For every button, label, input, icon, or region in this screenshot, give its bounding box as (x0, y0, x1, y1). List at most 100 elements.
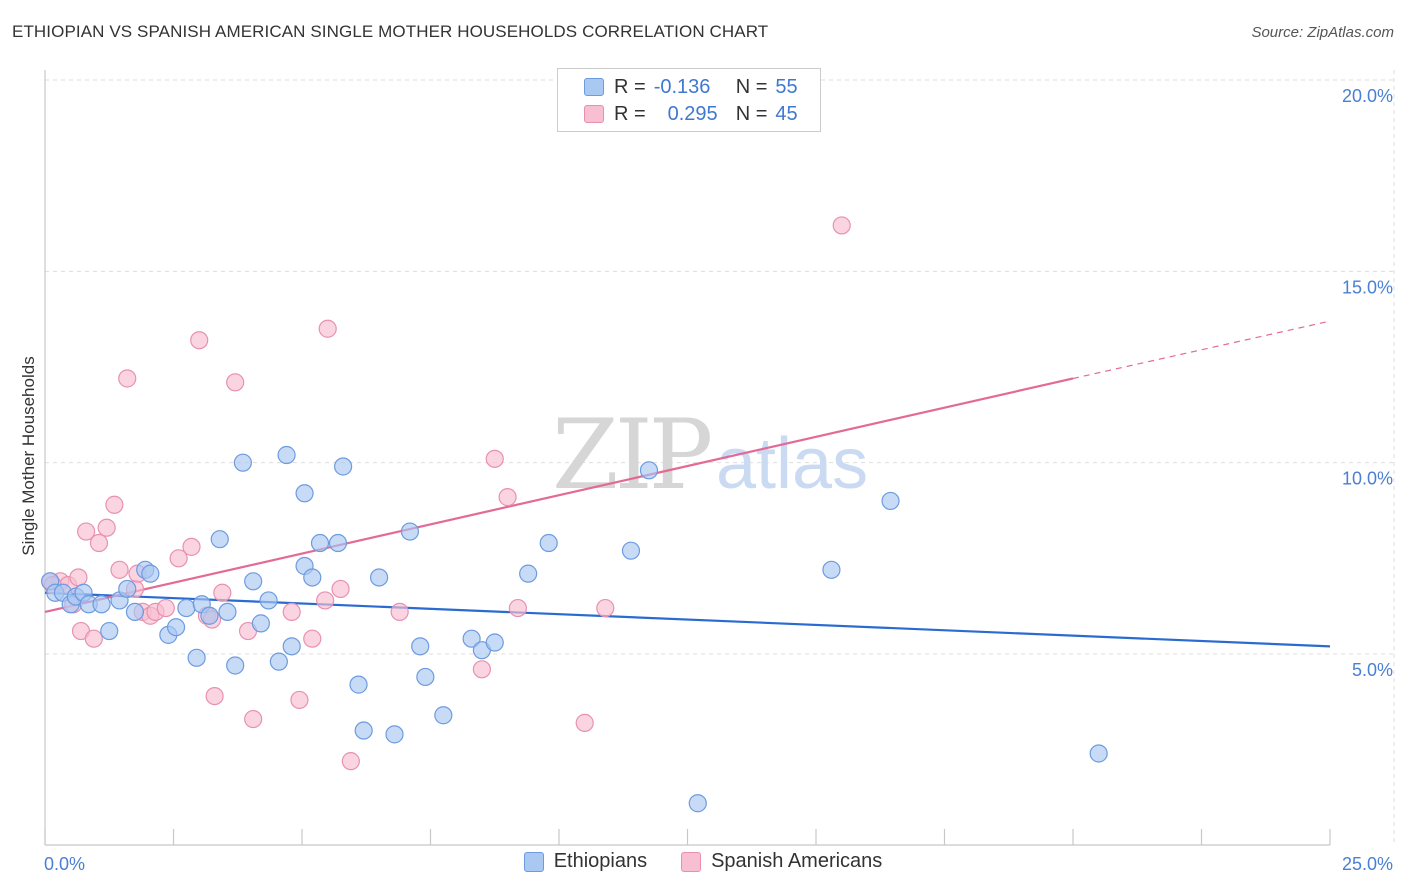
spanish-american-point (118, 369, 137, 388)
ethiopian-point (411, 637, 430, 656)
trend-line-ethiopians (44, 591, 1331, 648)
ethiopian-point (349, 675, 368, 694)
legend-n-label: N = (735, 102, 768, 125)
y-tick-label: 5.0% (1352, 660, 1393, 680)
spanish-american-point (156, 598, 175, 618)
spanish-american-point (282, 602, 301, 622)
ethiopian-point (282, 637, 301, 656)
spanish-american-point (105, 495, 124, 514)
ethiopian-point (233, 453, 252, 472)
spanish-american-point (303, 629, 322, 648)
spanish-american-point (226, 373, 245, 392)
series-swatch-spanish-americans (681, 851, 702, 872)
ethiopian-point (100, 621, 119, 641)
ethiopian-point (519, 564, 538, 583)
spanish-american-point (290, 690, 309, 710)
spanish-american-point (89, 533, 109, 553)
spanish-american-point (110, 560, 129, 579)
ethiopian-point (822, 560, 841, 579)
watermark-zip: ZIP (552, 399, 711, 511)
spanish-american-point (84, 629, 103, 648)
series-legend-ethiopians: Ethiopians (523, 850, 648, 873)
spanish-american-point (97, 518, 116, 537)
chart-title: ETHIOPIAN VS SPANISH AMERICAN SINGLE MOT… (12, 22, 769, 41)
ethiopian-point (141, 564, 160, 583)
spanish-american-point (331, 579, 350, 599)
spanish-american-point (318, 319, 337, 338)
spanish-american-point (213, 583, 232, 602)
ethiopian-point (328, 533, 348, 553)
legend-swatch-spanish-americans (584, 105, 604, 123)
watermark: ZIP atlas (552, 399, 868, 511)
ethiopian-point (539, 533, 558, 553)
spanish-american-point (182, 537, 201, 556)
spanish-american-point (498, 488, 517, 507)
ethiopian-point (166, 618, 186, 637)
spanish-american-point (485, 449, 504, 468)
series-legend: Ethiopians Spanish Americans (0, 850, 1406, 873)
spanish-american-point (169, 549, 188, 568)
trend-line-spanish-americans-extension (1072, 320, 1331, 380)
y-axis-title: Single Mother Households (19, 356, 38, 555)
spanish-american-point (472, 660, 491, 679)
legend-r-value: 0.295 (667, 102, 718, 125)
series-legend-spanish-americans: Spanish Americans (681, 850, 882, 873)
ethiopian-point (218, 602, 237, 622)
y-tick-label: 20.0% (1342, 86, 1393, 106)
trend-line-spanish-americans (44, 377, 1074, 613)
axes (44, 70, 1331, 846)
watermark-atlas: atlas (716, 424, 868, 504)
ethiopian-point (226, 656, 245, 675)
legend-row-spanish-americans: R = 0.295 N = 45 (584, 100, 798, 128)
legend-swatch-ethiopians (584, 78, 604, 96)
ethiopian-point (92, 595, 111, 614)
series-name-spanish-americans: Spanish Americans (711, 850, 883, 872)
spanish-american-point (832, 216, 851, 235)
ethiopian-point (187, 648, 206, 667)
y-tick-label: 15.0% (1342, 277, 1393, 297)
ethiopian-point (385, 725, 404, 744)
ethiopian-point (354, 721, 373, 740)
ethiopian-point (251, 614, 270, 633)
legend-r-value: -0.136 (653, 75, 711, 98)
ethiopian-point (416, 667, 435, 687)
spanish-american-point (190, 331, 209, 350)
ethiopian-point (303, 568, 322, 587)
spanish-american-point (69, 568, 88, 587)
spanish-american-point (77, 522, 96, 541)
ethiopian-point (269, 652, 288, 671)
legend-r-label: R = (614, 75, 646, 98)
y-tick-label: 10.0% (1342, 469, 1393, 489)
legend-n-value: 55 (775, 75, 798, 98)
series-name-ethiopians: Ethiopians (553, 850, 648, 872)
x-tick-label: 0.0% (44, 854, 85, 874)
spanish-american-point (244, 709, 263, 729)
trend-lines (44, 320, 1331, 648)
x-tick-labels: 0.0% 25.0% (44, 854, 1393, 874)
ethiopian-point (881, 491, 900, 511)
source-label: Source: ZipAtlas.com (1251, 24, 1394, 41)
spanish-american-point (508, 598, 527, 618)
ethiopian-point (310, 533, 330, 553)
correlation-legend: R = -0.136 N = 55 R = 0.295 N = 45 (557, 68, 821, 132)
spanish-american-point (596, 598, 615, 618)
ethiopian-point (688, 794, 707, 813)
ethiopian-point (125, 602, 145, 622)
ethiopian-point (259, 591, 278, 610)
spanish-american-point (205, 686, 224, 706)
spanish-american-point (341, 752, 360, 771)
legend-n-value: 45 (775, 102, 798, 125)
ethiopian-point (295, 484, 314, 503)
ethiopian-point (370, 568, 389, 587)
data-points (41, 216, 1108, 813)
series-swatch-ethiopians (523, 851, 544, 872)
ethiopian-point (639, 461, 659, 480)
ethiopian-point (334, 457, 353, 476)
ethiopian-point (277, 445, 296, 465)
spanish-american-point (390, 602, 409, 622)
legend-r-label: R = (614, 102, 646, 125)
ethiopian-point (1089, 744, 1108, 763)
legend-n-label: N = (735, 75, 768, 98)
ethiopian-point (177, 598, 196, 618)
